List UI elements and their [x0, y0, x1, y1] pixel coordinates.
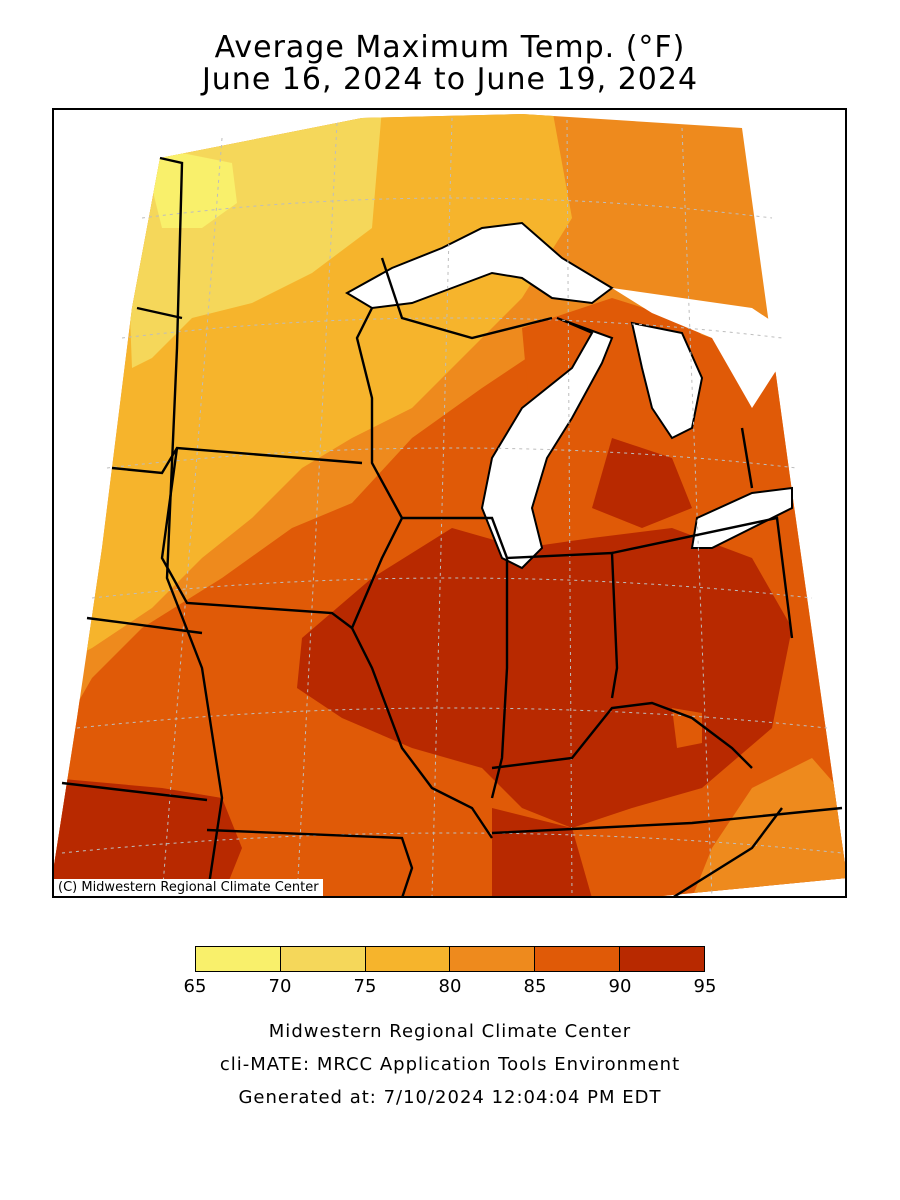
border-mo-ar: [206, 828, 414, 898]
border-mi-oh: [740, 427, 754, 489]
legend-swatch-5: [620, 947, 704, 971]
legend-tick-label: 95: [693, 976, 717, 997]
zone-65-70: [152, 148, 237, 228]
legend-tick-label: 90: [608, 976, 632, 997]
legend-tick-label: 65: [183, 976, 207, 997]
legend-swatch-4: [535, 947, 621, 971]
map-border: [52, 108, 847, 898]
great-lakes: [345, 221, 793, 570]
zone-90-95-kansas: [52, 778, 242, 898]
zone-80-85-appalachia: [692, 758, 847, 898]
footer-generated: Generated at: 7/10/2024 12:04:04 PM EDT: [238, 1087, 662, 1108]
map-title: Average Maximum Temp. (°F): [214, 30, 686, 65]
ohio-river: [491, 701, 753, 770]
legend-swatch-1: [280, 947, 366, 971]
legend-swatch-2: [365, 947, 451, 971]
border-nd-mn-sd-ne-mo: [159, 156, 224, 898]
mississippi-river: [350, 307, 493, 839]
legend-tick-label: 80: [438, 976, 462, 997]
border-ks-ok: [61, 781, 208, 802]
border-wi-mi: [380, 257, 553, 340]
footer-org: Midwestern Regional Climate Center: [268, 1021, 632, 1042]
map-credit: (C) Midwestern Regional Climate Center: [54, 879, 323, 896]
zone-85-90-pocket: [672, 708, 702, 748]
zone-90-95-michigan: [592, 438, 692, 528]
zone-90-95-central: [297, 528, 792, 828]
legend-swatch-0: [196, 947, 281, 971]
border-ne-ks: [86, 616, 203, 635]
legend-tick-label: 85: [523, 976, 547, 997]
legend-swatch-3: [450, 947, 536, 971]
lat-lon-grid: [61, 117, 843, 898]
map-date-range: June 16, 2024 to June 19, 2024: [201, 62, 699, 97]
lake-huron: [630, 321, 704, 440]
border-ia-mo: [160, 447, 353, 629]
lake-superior: [345, 221, 614, 310]
border-tn-nc: [671, 807, 783, 898]
lake-michigan: [480, 317, 614, 570]
zone-90-95-bootheel: [492, 808, 592, 898]
border-sd-mn-ia: [111, 446, 363, 475]
footer-tool: cli-MATE: MRCC Application Tools Environ…: [219, 1054, 681, 1075]
temperature-map: (C) Midwestern Regional Climate Center: [52, 108, 847, 898]
state-borders: [61, 156, 843, 898]
legend-tick-label: 75: [353, 976, 377, 997]
legend-tick-label: 70: [268, 976, 292, 997]
border-in-oh: [506, 551, 619, 699]
border-oh-pa: [611, 516, 794, 639]
border-ky-tn: [491, 806, 843, 835]
outside-region: [612, 288, 797, 408]
border-il-in: [402, 516, 509, 799]
color-legend: [195, 946, 705, 972]
